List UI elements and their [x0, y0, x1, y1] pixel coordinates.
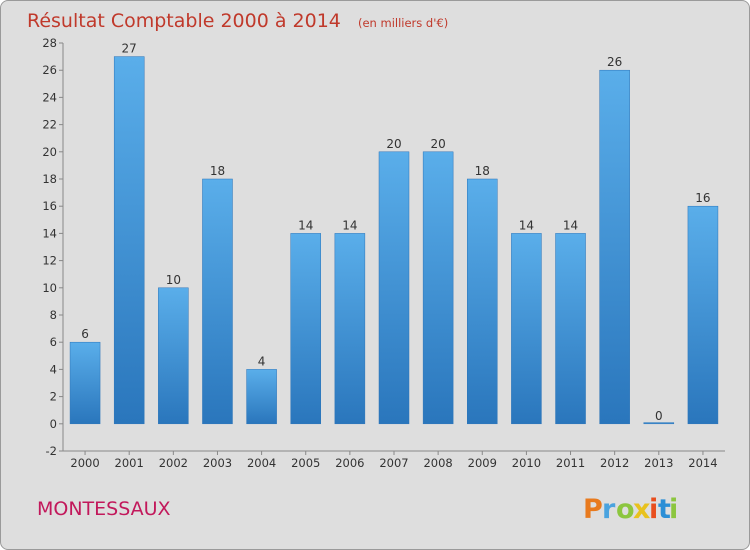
y-tick-label: 6	[50, 335, 57, 349]
x-tick-label: 2000	[70, 456, 99, 470]
x-tick-label: 2007	[379, 456, 408, 470]
x-tick-label: 2001	[115, 456, 144, 470]
bar	[555, 233, 586, 425]
x-tick-label: 2003	[203, 456, 232, 470]
y-tick-label: 4	[50, 362, 57, 376]
x-axis-ticks: 2000 2001 2002 2003 2004 2005 2006 2007 2008 2009…	[70, 451, 718, 470]
bar	[599, 69, 630, 425]
bar-value-label: 20	[386, 137, 401, 151]
bar-value-label: 14	[342, 218, 357, 232]
y-tick-label: 0	[50, 417, 57, 431]
bar	[422, 151, 454, 425]
bar-value-label: 6	[81, 327, 89, 341]
x-tick-label: 2011	[556, 456, 585, 470]
logo-letter: x	[633, 494, 650, 525]
y-tick-label: 26	[42, 63, 57, 77]
bar	[158, 287, 189, 425]
chart-title-group: Résultat Comptable 2000 à 2014 (en milli…	[27, 10, 448, 32]
logo-letter: t	[658, 494, 671, 525]
logo-letter: P	[583, 494, 603, 525]
bar	[643, 422, 675, 425]
bar	[290, 233, 321, 425]
x-tick-label: 2002	[159, 456, 188, 470]
logo-letter: i	[669, 494, 678, 525]
bar	[687, 205, 719, 425]
x-tick-label: 2014	[688, 456, 717, 470]
place-name: MONTESSAUX	[37, 498, 171, 520]
bar	[511, 233, 542, 425]
bar-value-label: 14	[519, 218, 534, 232]
x-tick-label: 2005	[291, 456, 320, 470]
bar	[467, 178, 498, 425]
logo-letter: r	[602, 494, 616, 525]
bar-value-label: 20	[430, 137, 445, 151]
bar	[334, 233, 366, 425]
bar	[378, 151, 410, 425]
bar	[113, 56, 145, 425]
x-tick-label: 2004	[247, 456, 276, 470]
y-tick-label: -2	[46, 444, 57, 458]
bar	[69, 341, 101, 425]
y-tick-label: 10	[42, 281, 57, 295]
x-tick-label: 2006	[335, 456, 364, 470]
bars: 6 27 10 18 4 14 14 20 20 18 14 14 26 0 16	[69, 42, 719, 425]
bar-value-label: 14	[298, 218, 313, 232]
bar-value-label: 18	[210, 164, 225, 178]
bar-value-label: 18	[475, 164, 490, 178]
chart-title: Résultat Comptable 2000 à 2014	[27, 10, 341, 32]
y-tick-label: 18	[42, 172, 57, 186]
bar	[246, 369, 277, 425]
chart-subtitle: (en milliers d'€)	[358, 16, 448, 30]
y-tick-label: 12	[42, 254, 57, 268]
x-tick-label: 2008	[423, 456, 452, 470]
bar-value-label: 27	[122, 42, 137, 56]
y-tick-label: 14	[42, 226, 57, 240]
x-tick-label: 2010	[512, 456, 541, 470]
y-tick-label: 28	[42, 36, 57, 50]
bar-value-label: 14	[563, 218, 578, 232]
y-tick-label: 24	[42, 90, 57, 104]
y-tick-label: 20	[42, 145, 57, 159]
logo-letter: o	[616, 494, 635, 525]
y-tick-label: 2	[50, 390, 57, 404]
y-tick-label: 22	[42, 118, 57, 132]
bar-value-label: 4	[258, 354, 266, 368]
bar-value-label: 26	[607, 55, 622, 69]
logo-letter: i	[649, 494, 658, 525]
x-tick-label: 2012	[600, 456, 629, 470]
y-tick-label: 8	[50, 308, 57, 322]
bar-value-label: 10	[166, 273, 181, 287]
x-tick-label: 2013	[644, 456, 673, 470]
bar-value-label: 16	[695, 191, 710, 205]
bar	[202, 178, 233, 425]
x-tick-label: 2009	[468, 456, 497, 470]
y-tick-label: 16	[42, 199, 57, 213]
bar-value-label: 0	[655, 409, 663, 423]
